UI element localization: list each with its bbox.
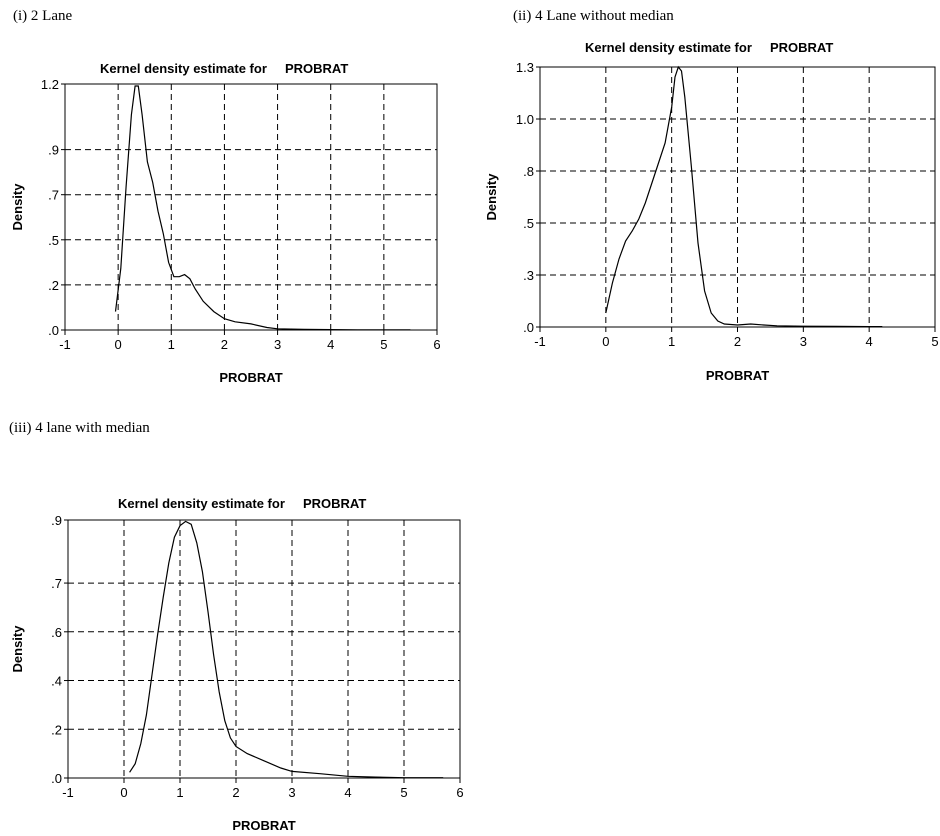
chart3-xtick-label-3: 2: [232, 785, 239, 800]
chart1-xtick-label-2: 1: [168, 337, 175, 352]
chart3-xtick-label-7: 6: [456, 785, 463, 800]
chart2-xtick-label-5: 4: [866, 334, 873, 349]
chart2-ytick-label-2: .5: [523, 216, 534, 231]
chart1-ytick-label-2: .5: [48, 233, 59, 248]
chart3-frame: [67, 519, 461, 779]
chart2-ytick-label-1: .3: [523, 268, 534, 283]
chart3-ylabel: Density: [10, 625, 25, 673]
chart3-title: Kernel density estimate for PROBRAT: [118, 496, 366, 511]
chart3-xtick-label-4: 3: [288, 785, 295, 800]
chart3-density-line: [129, 520, 444, 779]
chart3-xtick-label-5: 4: [344, 785, 351, 800]
chart2-xtick-label-4: 3: [800, 334, 807, 349]
chart2-ylabel: Density: [484, 173, 499, 221]
chart2-xtick-label-6: 5: [931, 334, 938, 349]
chart3-xtick-label-6: 5: [400, 785, 407, 800]
caption-panel-2: (ii) 4 Lane without median: [513, 8, 674, 24]
chart1-title: Kernel density estimate for PROBRAT: [100, 61, 348, 76]
chart3-xtick-label-2: 1: [176, 785, 183, 800]
chart1-ytick-label-5: 1.2: [41, 77, 59, 92]
chart2-xtick-label-1: 0: [602, 334, 609, 349]
chart1-xtick-label-5: 4: [327, 337, 334, 352]
chart2-ytick-label-3: .8: [523, 164, 534, 179]
chart1-ylabel: Density: [10, 183, 25, 231]
chart2-ytick-label-0: .0: [523, 320, 534, 335]
chart1-ytick-label-1: .2: [48, 278, 59, 293]
chart1-frame: [64, 83, 438, 331]
chart1-xtick-label-6: 5: [380, 337, 387, 352]
caption-panel-3: (iii) 4 lane with median: [9, 420, 150, 436]
chart2-title: Kernel density estimate for PROBRAT: [585, 40, 833, 55]
chart1-xtick-label-0: -1: [59, 337, 71, 352]
chart3-ytick-label-1: .2: [51, 722, 62, 737]
chart1-xtick-label-3: 2: [221, 337, 228, 352]
chart3-ytick-label-5: .9: [51, 513, 62, 528]
chart1-xtick-label-1: 0: [115, 337, 122, 352]
chart2-xlabel: PROBRAT: [706, 368, 769, 383]
chart1-xtick-label-7: 6: [433, 337, 440, 352]
chart2-xtick-label-2: 1: [668, 334, 675, 349]
caption-panel-1: (i) 2 Lane: [13, 8, 73, 24]
chart1-ytick-label-3: .7: [48, 188, 59, 203]
chart1-ytick-label-4: .9: [48, 143, 59, 158]
chart3-xtick-label-1: 0: [120, 785, 127, 800]
chart2-ytick-label-5: 1.3: [516, 60, 534, 75]
chart1-xtick-label-4: 3: [274, 337, 281, 352]
chart2-ytick-label-4: 1.0: [516, 112, 534, 127]
chart3-ytick-label-2: .4: [51, 674, 62, 689]
chart3-xlabel: PROBRAT: [232, 818, 295, 833]
chart2-xtick-label-0: -1: [534, 334, 546, 349]
chart3-ytick-label-4: .7: [51, 576, 62, 591]
chart3-ytick-label-3: .6: [51, 625, 62, 640]
chart3-ytick-label-0: .0: [51, 771, 62, 786]
chart1-ytick-label-0: .0: [48, 323, 59, 338]
chart3-xtick-label-0: -1: [62, 785, 74, 800]
chart1-xlabel: PROBRAT: [219, 370, 282, 385]
chart1-density-line: [114, 85, 411, 331]
chart2-density-line: [605, 65, 883, 328]
chart2-xtick-label-3: 2: [734, 334, 741, 349]
